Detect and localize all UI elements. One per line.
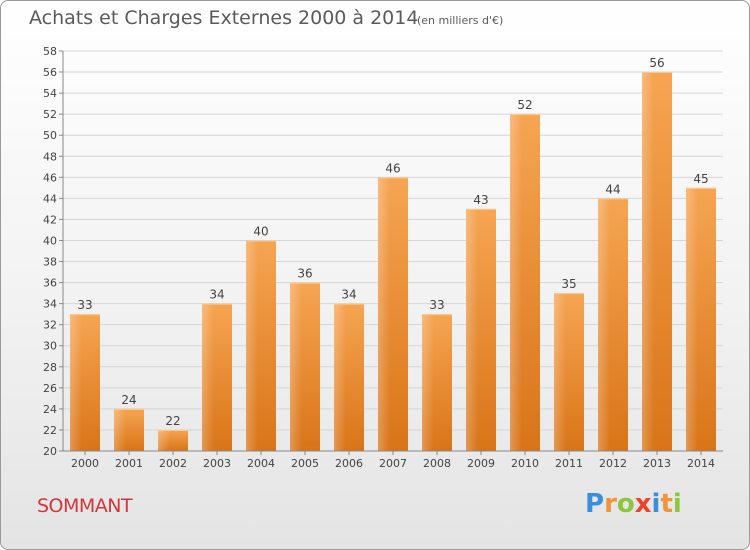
bar-highlight [334, 303, 346, 451]
logo-letter: i [672, 489, 682, 519]
x-tick-label: 2009 [467, 457, 495, 470]
data-label: 56 [649, 56, 664, 70]
logo-letter: r [604, 489, 617, 519]
bar-highlight [246, 240, 258, 451]
data-label: 43 [473, 193, 488, 207]
proxiti-logo: Proxiti [585, 489, 682, 519]
data-label: 46 [385, 161, 400, 175]
data-label: 52 [517, 98, 532, 112]
logo-letter: t [660, 489, 673, 519]
chart-title: Achats et Charges Externes 2000 à 2014 [29, 7, 419, 29]
y-tick-label: 58 [43, 45, 57, 58]
bar-highlight [466, 208, 478, 451]
y-tick-label: 36 [43, 277, 57, 290]
y-tick-label: 52 [43, 108, 57, 121]
x-tick-label: 2005 [291, 457, 319, 470]
data-label: 33 [429, 298, 444, 312]
logo-letter: i [651, 489, 661, 519]
bar-highlight [290, 282, 302, 451]
bar-highlight [378, 177, 390, 451]
y-tick-label: 38 [43, 256, 57, 269]
x-tick-label: 2007 [379, 457, 407, 470]
data-label: 44 [605, 182, 620, 196]
commune-name: SOMMANT [37, 495, 133, 517]
x-tick-label: 2004 [247, 457, 275, 470]
y-tick-label: 54 [43, 87, 57, 100]
x-tick-label: 2012 [599, 457, 627, 470]
x-tick-label: 2008 [423, 457, 451, 470]
data-label: 36 [297, 267, 312, 281]
x-tick-label: 2014 [687, 457, 715, 470]
x-tick-label: 2006 [335, 457, 363, 470]
x-tick-label: 2002 [159, 457, 187, 470]
x-tick-label: 2010 [511, 457, 539, 470]
bar-highlight [598, 198, 610, 451]
data-label: 34 [209, 288, 224, 302]
data-label: 40 [253, 224, 268, 238]
logo-letter: x [634, 489, 652, 519]
bar-highlight [202, 303, 214, 451]
y-tick-label: 30 [43, 340, 57, 353]
y-tick-label: 50 [43, 129, 57, 142]
y-tick-label: 26 [43, 382, 57, 395]
y-tick-label: 22 [43, 424, 57, 437]
y-tick-label: 34 [43, 298, 57, 311]
bar-highlight [158, 429, 170, 451]
bar-highlight [70, 314, 82, 451]
y-tick-label: 42 [43, 213, 57, 226]
chart-subtitle: (en milliers d'€) [417, 14, 504, 27]
x-tick-label: 2013 [643, 457, 671, 470]
data-label: 24 [121, 393, 136, 407]
x-tick-label: 2011 [555, 457, 583, 470]
x-tick-label: 2003 [203, 457, 231, 470]
data-label: 45 [693, 172, 708, 186]
y-tick-label: 48 [43, 150, 57, 163]
y-tick-label: 40 [43, 234, 57, 247]
bar-highlight [422, 314, 434, 451]
y-tick-label: 32 [43, 319, 57, 332]
y-tick-label: 56 [43, 66, 57, 79]
y-tick-label: 24 [43, 403, 57, 416]
bar-highlight [686, 187, 698, 451]
bar-highlight [554, 293, 566, 451]
y-tick-label: 20 [43, 445, 57, 458]
data-label: 35 [561, 277, 576, 291]
logo-letter: P [585, 489, 605, 519]
x-tick-label: 2000 [71, 457, 99, 470]
bar-highlight [114, 408, 126, 451]
data-label: 34 [341, 288, 356, 302]
data-label: 33 [77, 298, 92, 312]
bar-highlight [510, 114, 522, 451]
y-tick-label: 46 [43, 171, 57, 184]
logo-letter: o [616, 489, 635, 519]
y-tick-label: 28 [43, 361, 57, 374]
bar-highlight [642, 72, 654, 451]
y-tick-label: 44 [43, 192, 57, 205]
x-tick-label: 2001 [115, 457, 143, 470]
data-label: 22 [165, 414, 180, 428]
